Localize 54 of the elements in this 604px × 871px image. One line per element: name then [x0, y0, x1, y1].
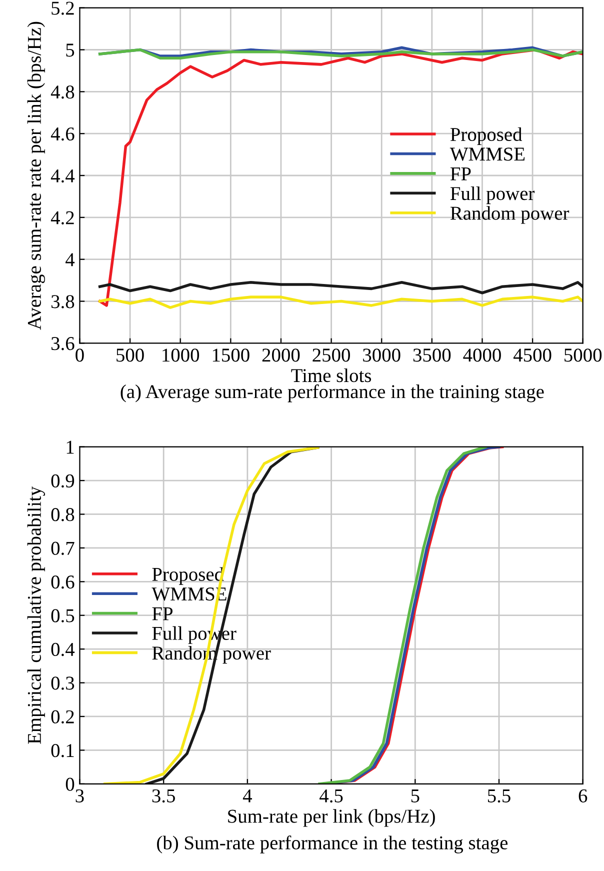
legend-label: FP [152, 607, 173, 620]
line-series [103, 446, 320, 784]
x-tick-label: 0 [76, 348, 84, 362]
y-tick-label: 5.2 [52, 2, 74, 15]
x-tick-label: 5 [411, 790, 420, 802]
y-tick-label: 0.7 [51, 542, 74, 555]
x-tick-label: 1500 [212, 348, 250, 362]
y-tick-label: 0.2 [51, 710, 74, 724]
y-tick-label: 0.3 [51, 676, 74, 690]
y-tick-label: 0 [66, 778, 74, 791]
text: (b) Sum-rate performance in the testing stage [157, 836, 508, 854]
y-tick-label: 0.8 [51, 508, 74, 522]
x-axis-title: Sum-rate per link (bps/Hz) [228, 809, 435, 827]
y-tick-label: 5 [66, 44, 74, 57]
y-tick-label: 0.1 [51, 744, 74, 758]
x-tick-label: 3 [76, 789, 84, 802]
y-tick-label: 1 [66, 440, 74, 454]
x-tick-label: 5.5 [488, 790, 510, 803]
x-tick-label: 5000 [564, 348, 602, 362]
y-tick-label: 4 [66, 253, 75, 266]
x-tick-label: 4000 [463, 348, 501, 362]
x-tick-label: 2000 [262, 348, 300, 362]
y-tick-label: 0.6 [51, 575, 74, 589]
y-tick-label: 4.4 [50, 169, 75, 183]
x-tick-label: 4 [242, 789, 252, 802]
y-tick-label: 0.9 [51, 474, 74, 488]
y-tick-label: 4.2 [50, 211, 74, 224]
line-series [98, 48, 583, 60]
y-tick-label: 0.4 [51, 642, 75, 656]
y-axis-title: Average sum-rate rate per link (bps/Hz) [27, 22, 46, 330]
text: (a) Average sum-rate performance in the training stage [120, 384, 544, 402]
y-tick-label: 3.8 [51, 295, 74, 308]
legend-label: Random power [450, 206, 570, 224]
x-axis-title: Time slots [291, 368, 372, 382]
x-tick-label: 3000 [363, 348, 400, 362]
x-tick-label: 4.5 [320, 789, 343, 803]
y-axis-title: Empirical cumulative probability [27, 486, 46, 744]
legend-label: Full power [450, 186, 535, 204]
legend-label: WMMSE [450, 148, 525, 161]
legend-label: Proposed [450, 127, 522, 145]
legend-label: FP [450, 168, 471, 180]
x-tick-label: 3500 [413, 348, 451, 362]
line-series [98, 281, 583, 294]
x-tick-label: 500 [116, 348, 144, 362]
x-tick-label: 1000 [162, 348, 200, 362]
x-tick-label: 6 [578, 789, 588, 802]
y-tick-label: 0.5 [51, 609, 74, 622]
y-tick-label: 4.6 [50, 127, 74, 141]
x-tick-label: 2500 [312, 348, 350, 362]
y-tick-label: 4.8 [50, 85, 74, 99]
line-series [98, 296, 583, 309]
x-tick-label: 3.5 [152, 789, 175, 803]
x-tick-label: 4500 [513, 348, 552, 362]
y-tick-label: 3.6 [51, 337, 74, 350]
